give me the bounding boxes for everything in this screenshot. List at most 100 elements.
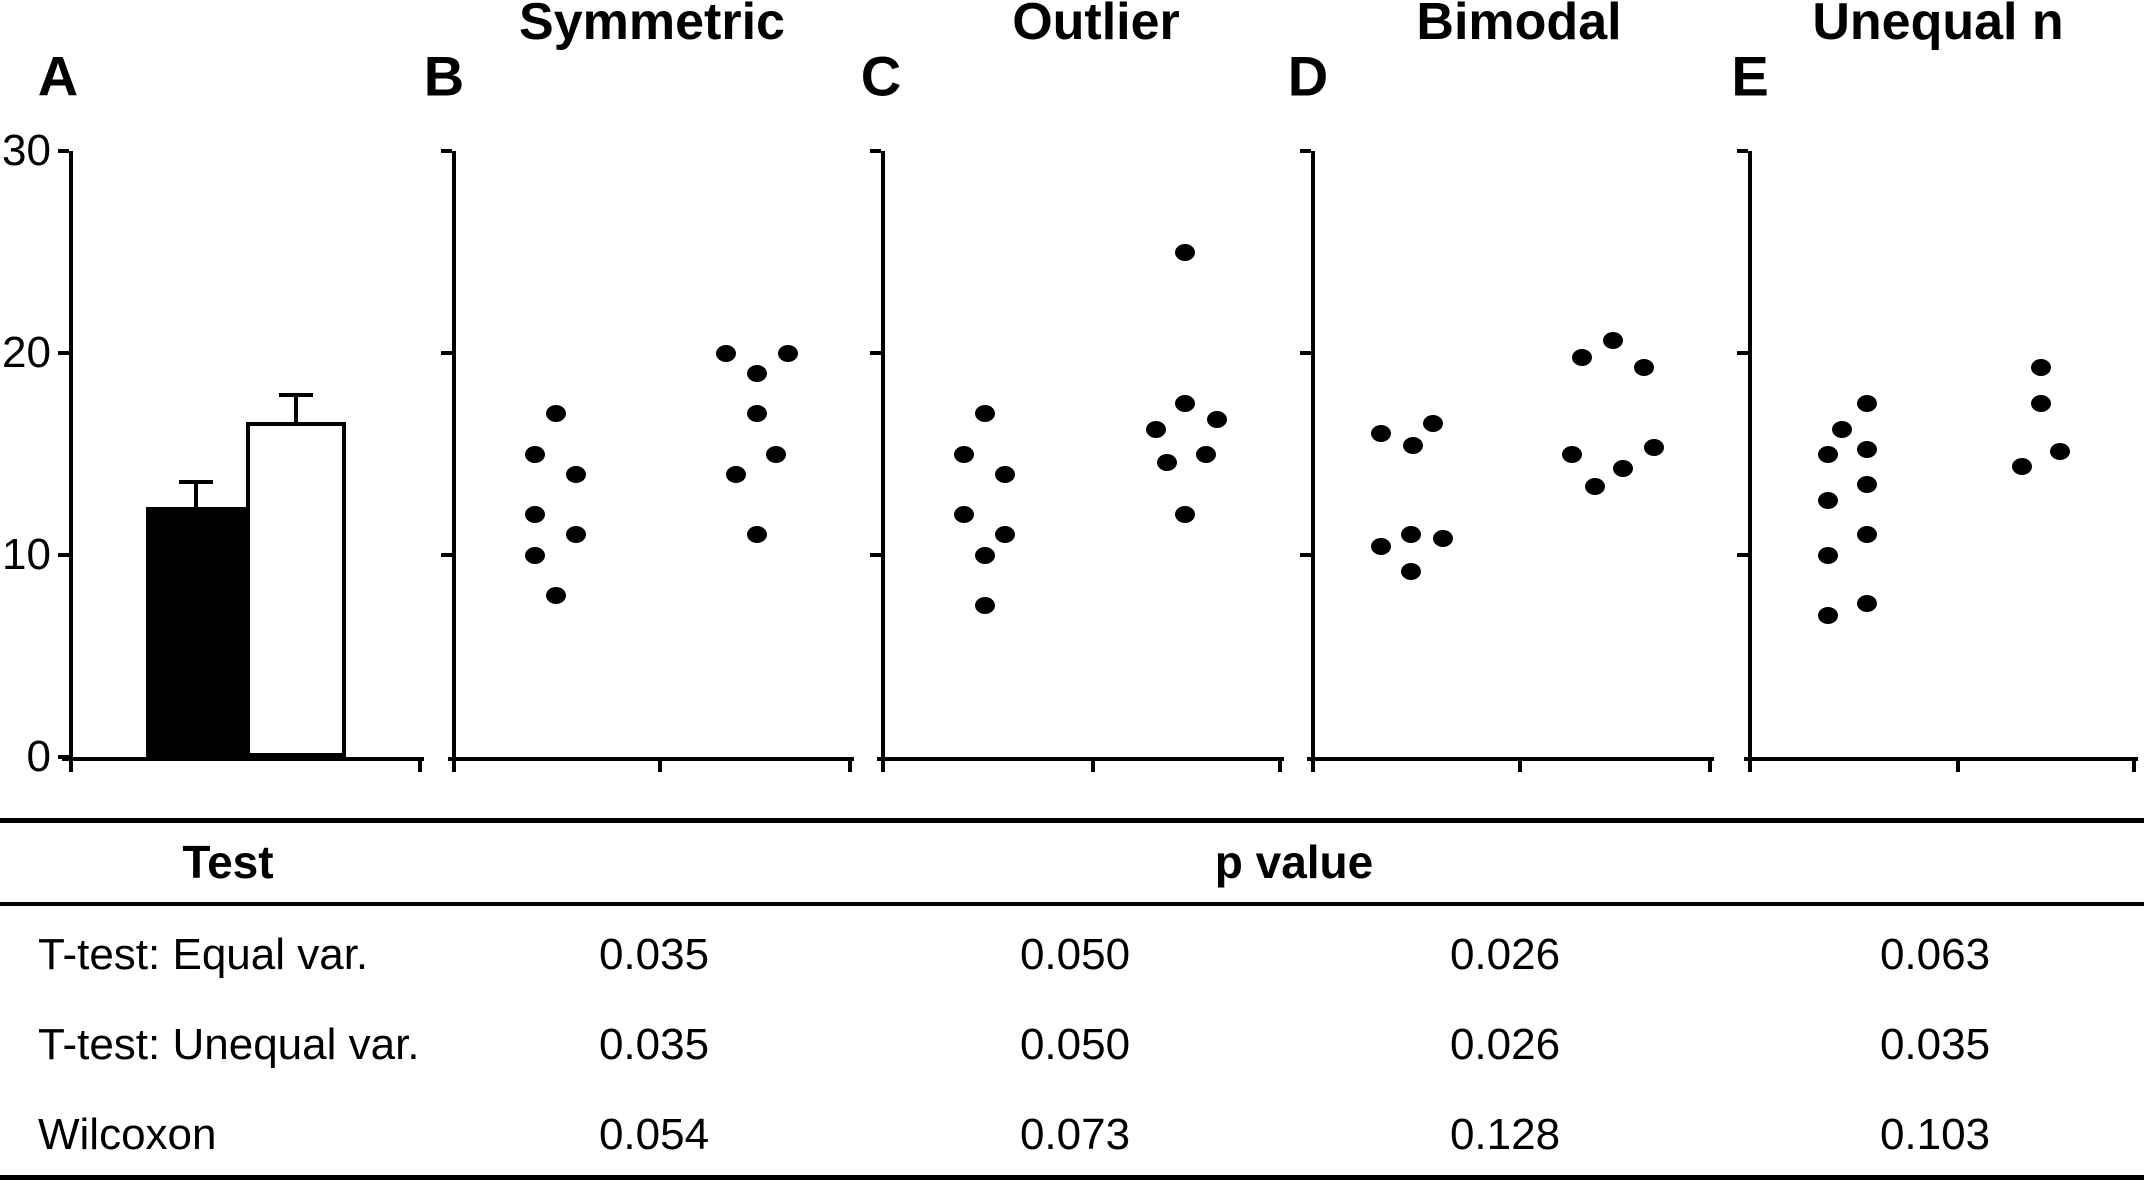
data-point-group1 (995, 465, 1016, 483)
y-tick (58, 553, 69, 557)
panel-title-c: Outlier (1012, 0, 1180, 51)
x-tick (881, 757, 885, 772)
x-axis (877, 757, 1284, 761)
data-point-group2 (2012, 457, 2033, 475)
panel-letter-d: D (1287, 44, 1329, 108)
x-tick (452, 757, 456, 772)
table-pvalue-cell: 0.035 (1879, 1020, 1991, 1069)
y-tick-label: 20 (2, 328, 51, 377)
data-point-group1 (995, 526, 1016, 544)
data-point-group2 (2031, 358, 2051, 376)
data-point-group1 (545, 586, 566, 604)
data-point-group1 (1401, 526, 1422, 544)
data-point-group2 (1584, 477, 1605, 495)
data-point-group2 (716, 344, 737, 362)
x-tick (1748, 757, 1752, 772)
x-tick (658, 757, 662, 772)
data-point-group1 (1433, 530, 1454, 548)
y-tick (441, 351, 452, 355)
data-point-group1 (1856, 594, 1877, 612)
x-tick (2132, 757, 2136, 772)
panel-letter-b: B (423, 44, 465, 108)
table-header-pvalue: p value (1214, 836, 1374, 888)
table-pvalue-cell: 0.063 (1879, 930, 1991, 979)
data-point-group2 (1175, 395, 1196, 412)
y-tick (870, 149, 881, 153)
x-axis (62, 757, 424, 761)
bar-2 (246, 421, 346, 757)
data-point-group2 (1175, 506, 1196, 524)
data-point-group1 (566, 465, 586, 483)
y-tick (870, 351, 881, 355)
data-point-group2 (1146, 421, 1167, 439)
data-point-group2 (778, 344, 799, 362)
panel-title-d: Bimodal (1416, 0, 1622, 51)
data-point-group1 (954, 445, 975, 463)
x-tick (69, 757, 73, 772)
table-bottom-border (0, 1175, 2144, 1180)
x-axis (448, 757, 854, 761)
x-tick (418, 757, 422, 772)
data-point-group1 (954, 506, 975, 524)
table-pvalue-cell: 0.035 (598, 1020, 710, 1069)
y-axis (1748, 151, 1752, 757)
data-point-group2 (2031, 395, 2051, 412)
data-point-group2 (1644, 439, 1665, 457)
data-point-group1 (1371, 538, 1392, 556)
data-point-group2 (746, 405, 767, 423)
panel-title-e: Unequal n (1812, 0, 2064, 51)
x-tick (1518, 757, 1522, 772)
data-point-group2 (1196, 445, 1217, 463)
data-point-group2 (1156, 453, 1177, 471)
table-header-test: Test (182, 836, 274, 888)
error-bar-whisker (294, 395, 298, 422)
y-tick (1300, 351, 1311, 355)
table-pvalue-cell: 0.050 (1019, 1020, 1131, 1069)
table-pvalue-cell: 0.128 (1449, 1110, 1561, 1159)
data-point-group1 (1856, 475, 1877, 493)
data-point-group2 (1562, 445, 1583, 463)
error-bar-cap (179, 480, 213, 485)
x-axis (1744, 757, 2138, 761)
data-point-group2 (746, 364, 767, 382)
data-point-group1 (1856, 526, 1877, 544)
data-point-group1 (1402, 437, 1423, 455)
bar-1 (146, 506, 246, 757)
y-tick (1737, 553, 1748, 557)
table-pvalue-cell: 0.026 (1449, 1020, 1561, 1069)
y-tick (870, 553, 881, 557)
data-point-group2 (746, 526, 767, 544)
panel-title-b: Symmetric (519, 0, 785, 51)
data-point-group2 (1175, 243, 1196, 261)
y-tick (1300, 149, 1311, 153)
p-value-table: Test p value T-test: Equal var. 0.035 0.05… (0, 818, 2144, 1199)
y-axis (881, 151, 885, 757)
table-pvalue-cell: 0.103 (1879, 1110, 1991, 1159)
data-point-group1 (1831, 421, 1852, 439)
data-point-group2 (1613, 459, 1634, 477)
plot-panels: A 0 10 20 30 B Symmetric C Outlier D Bimodal E Unequ… (2, 0, 2138, 781)
y-tick (1300, 553, 1311, 557)
data-point-group1 (525, 445, 546, 463)
data-point-group2 (1206, 411, 1227, 429)
table-row-label: T-test: Equal var. (38, 930, 369, 979)
data-point-group2 (1634, 358, 1655, 376)
table-pvalue-cell: 0.035 (598, 930, 710, 979)
data-point-group1 (1818, 546, 1839, 564)
table-pvalue-cell: 0.054 (598, 1110, 710, 1159)
panel-letter-a: A (37, 44, 79, 108)
y-tick (441, 553, 452, 557)
table-pvalue-cell: 0.026 (1449, 930, 1561, 979)
data-point-group1 (974, 405, 995, 423)
error-bar-whisker (194, 482, 198, 507)
y-tick (1737, 149, 1748, 153)
y-tick-label: 10 (2, 530, 51, 579)
y-tick (58, 351, 69, 355)
x-tick (1708, 757, 1712, 772)
data-point-group1 (1371, 425, 1392, 443)
data-point-group1 (1856, 441, 1877, 459)
x-tick (848, 757, 852, 772)
data-point-group2 (1603, 332, 1624, 350)
y-tick (441, 149, 452, 153)
